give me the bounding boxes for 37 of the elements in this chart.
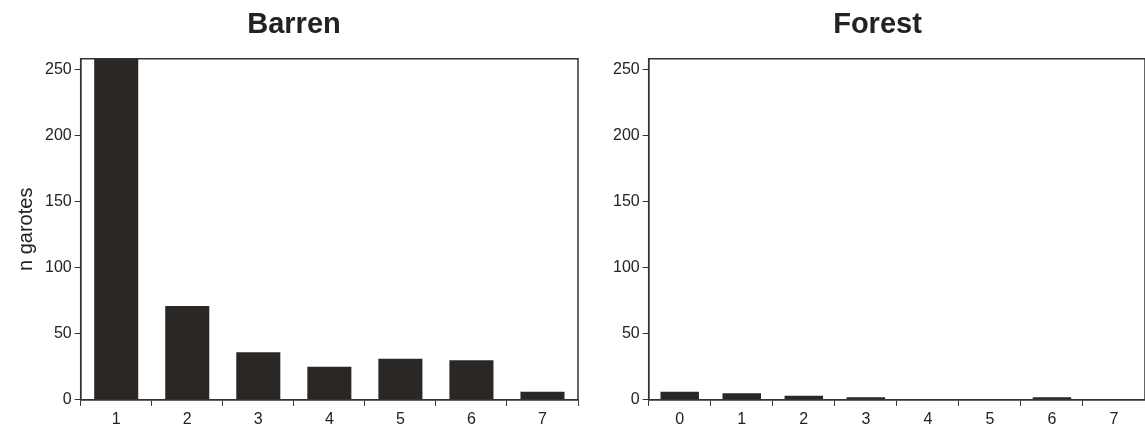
x-tick-label: 5 bbox=[985, 409, 995, 427]
y-tick-label: 150 bbox=[612, 191, 640, 209]
bar bbox=[94, 58, 139, 400]
y-tick-label: 200 bbox=[612, 125, 640, 143]
x-tick-label: 2 bbox=[799, 409, 809, 427]
x-tick-label: 4 bbox=[324, 409, 334, 427]
x-tick-label: 1 bbox=[737, 409, 747, 427]
y-tick-label: 100 bbox=[612, 258, 640, 276]
x-tick-label: 2 bbox=[182, 409, 192, 427]
bar bbox=[449, 360, 494, 400]
y-tick-label: 0 bbox=[62, 390, 72, 408]
chart-title: Barren bbox=[247, 7, 341, 40]
bar bbox=[236, 352, 281, 400]
y-tick-label: 50 bbox=[53, 324, 72, 342]
bar bbox=[378, 358, 423, 400]
chart-title: Forest bbox=[833, 7, 923, 40]
x-tick-label: 6 bbox=[466, 409, 476, 427]
x-tick-label: 5 bbox=[395, 409, 405, 427]
y-tick-label: 250 bbox=[44, 59, 72, 77]
y-tick-label: 100 bbox=[44, 258, 72, 276]
y-tick-label: 150 bbox=[44, 191, 72, 209]
bar bbox=[165, 305, 210, 400]
y-tick-label: 200 bbox=[44, 125, 72, 143]
y-axis-title: n garotes bbox=[13, 187, 36, 271]
x-tick-label: 1 bbox=[111, 409, 121, 427]
x-tick-label: 0 bbox=[675, 409, 685, 427]
y-tick-label: 250 bbox=[612, 59, 640, 77]
y-tick-label: 0 bbox=[630, 390, 640, 408]
x-tick-label: 3 bbox=[253, 409, 263, 427]
x-tick-label: 3 bbox=[861, 409, 871, 427]
y-tick-label: 50 bbox=[621, 324, 640, 342]
bar bbox=[520, 391, 565, 400]
bar bbox=[307, 366, 352, 400]
x-tick-label: 7 bbox=[538, 409, 548, 427]
x-tick-label: 6 bbox=[1047, 409, 1057, 427]
x-tick-label: 4 bbox=[923, 409, 933, 427]
x-tick-label: 7 bbox=[1109, 409, 1119, 427]
